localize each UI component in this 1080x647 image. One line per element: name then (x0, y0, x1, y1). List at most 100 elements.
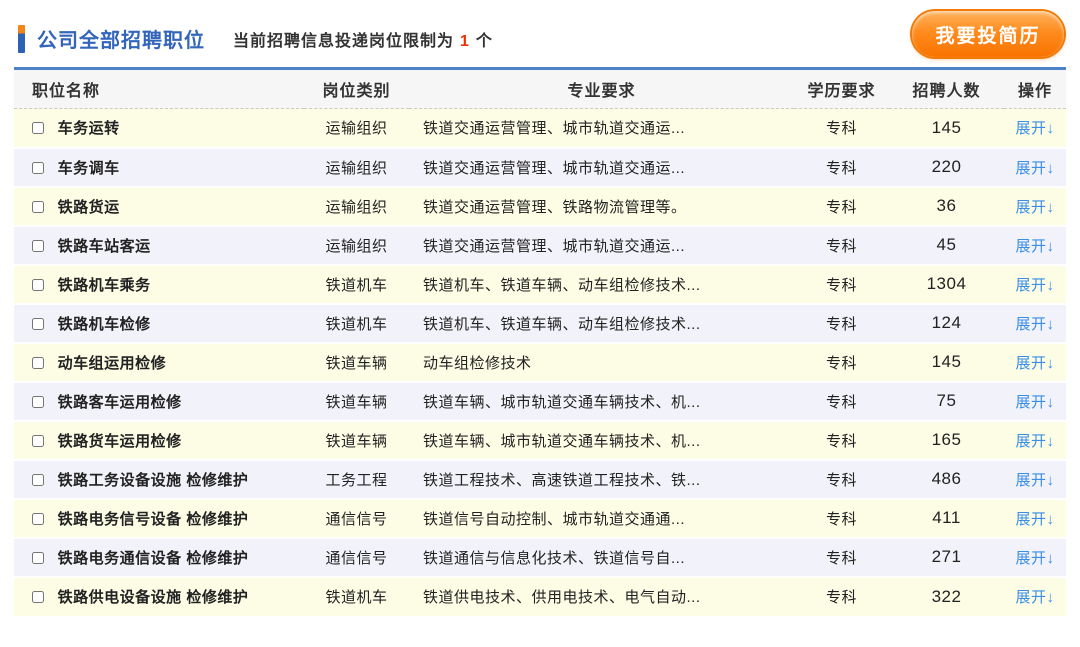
position-name: 铁路货车运用检修 (57, 432, 182, 450)
major-requirements: 铁道车辆、城市轨道交通车辆技术、机... (423, 432, 701, 450)
submit-resume-button[interactable]: 我要投简历 (912, 11, 1064, 57)
major-requirements: 铁道车辆、城市轨道交通车辆技术、机... (423, 393, 701, 411)
expand-link[interactable]: 展开↓ (1015, 120, 1055, 138)
position-name: 铁路机车乘务 (57, 276, 151, 294)
major-requirements: 铁道交通运营管理、城市轨道交通运... (423, 237, 686, 255)
major-requirements: 铁道交通运营管理、城市轨道交通运... (423, 120, 686, 138)
position-category: 工务工程 (325, 471, 388, 489)
title-accent-bar (18, 24, 25, 53)
table-row: 铁路客车运用检修 铁道车辆 铁道车辆、城市轨道交通车辆技术、机... 专科 75… (14, 381, 1066, 421)
education-requirement: 专科 (825, 198, 857, 216)
table-row: 动车组运用检修 铁道车辆 动车组检修技术 专科 145 展开↓ (14, 342, 1066, 382)
page-title: 公司全部招聘职位 (37, 30, 205, 52)
position-name: 铁路货运 (57, 198, 120, 216)
headcount-value: 220 (931, 157, 962, 176)
position-category: 铁道机车 (325, 276, 388, 294)
position-name: 铁路工务设备设施 检修维护 (57, 471, 249, 489)
position-category: 铁道车辆 (325, 432, 388, 450)
table-row: 铁路电务信号设备 检修维护 通信信号 铁道信号自动控制、城市轨道交通通... 专… (14, 498, 1066, 538)
row-checkbox[interactable] (32, 591, 44, 603)
row-checkbox[interactable] (32, 395, 44, 408)
position-name: 铁路供电设备设施 检修维护 (57, 589, 249, 606)
position-category: 运输组织 (325, 237, 388, 255)
expand-link[interactable]: 展开↓ (1015, 549, 1055, 567)
job-table-header: 职位名称 岗位类别 专业要求 学历要求 招聘人数 操作 (14, 68, 1066, 109)
position-name: 铁路机车检修 (57, 315, 151, 333)
column-header-education: 学历要求 (807, 83, 876, 100)
headcount-value: 145 (931, 352, 962, 371)
row-checkbox[interactable] (32, 239, 44, 252)
major-requirements: 铁道机车、铁道车辆、动车组检修技术... (423, 315, 701, 333)
row-checkbox[interactable] (32, 551, 44, 564)
row-checkbox[interactable] (32, 200, 44, 213)
headcount-value: 271 (931, 547, 962, 566)
education-requirement: 专科 (825, 159, 857, 177)
headcount-value: 322 (931, 586, 962, 606)
row-checkbox[interactable] (32, 473, 44, 486)
education-requirement: 专科 (825, 589, 857, 606)
expand-link[interactable]: 展开↓ (1015, 276, 1055, 294)
expand-link[interactable]: 展开↓ (1015, 159, 1055, 177)
headcount-value: 75 (936, 391, 957, 410)
major-requirements: 铁道交通运营管理、铁路物流管理等。 (423, 198, 687, 216)
major-requirements: 铁道供电技术、供用电技术、电气自动... (423, 589, 701, 606)
page-header: 公司全部招聘职位 当前招聘信息投递岗位限制为 1 个 我要投简历 (0, 0, 1080, 67)
headcount-value: 165 (931, 430, 962, 449)
row-checkbox[interactable] (32, 278, 44, 291)
position-name: 动车组运用检修 (57, 354, 167, 372)
table-row: 车务运转 运输组织 铁道交通运营管理、城市轨道交通运... 专科 145 展开↓ (14, 108, 1066, 148)
position-category: 运输组织 (325, 159, 388, 177)
position-category: 运输组织 (325, 198, 388, 216)
major-requirements: 铁道通信与信息化技术、铁道信号自... (423, 549, 686, 567)
major-requirements: 铁道信号自动控制、城市轨道交通通... (423, 510, 686, 528)
table-row: 铁路车站客运 运输组织 铁道交通运营管理、城市轨道交通运... 专科 45 展开… (14, 225, 1066, 265)
education-requirement: 专科 (825, 510, 857, 528)
job-table-body: 车务运转 运输组织 铁道交通运营管理、城市轨道交通运... 专科 145 展开↓… (14, 108, 1066, 616)
headcount-value: 124 (931, 313, 962, 332)
column-header-headcount: 招聘人数 (912, 83, 981, 100)
submission-limit-note: 当前招聘信息投递岗位限制为 1 个 (233, 27, 493, 51)
position-category: 通信信号 (325, 510, 388, 528)
table-row: 铁路机车乘务 铁道机车 铁道机车、铁道车辆、动车组检修技术... 专科 1304… (14, 264, 1066, 304)
position-category: 铁道机车 (325, 589, 388, 606)
expand-link[interactable]: 展开↓ (1015, 471, 1055, 489)
expand-link[interactable]: 展开↓ (1015, 432, 1055, 450)
expand-link[interactable]: 展开↓ (1015, 237, 1055, 255)
table-row: 铁路机车检修 铁道机车 铁道机车、铁道车辆、动车组检修技术... 专科 124 … (14, 303, 1066, 343)
major-requirements: 动车组检修技术 (423, 354, 532, 372)
table-row: 铁路货车运用检修 铁道车辆 铁道车辆、城市轨道交通车辆技术、机... 专科 16… (14, 420, 1066, 460)
row-checkbox[interactable] (32, 434, 44, 447)
row-checkbox[interactable] (32, 161, 44, 174)
table-row: 铁路工务设备设施 检修维护 工务工程 铁道工程技术、高速铁道工程技术、铁... … (14, 459, 1066, 499)
job-table: 职位名称 岗位类别 专业要求 学历要求 招聘人数 操作 车务运转 运输组织 铁道… (14, 67, 1066, 616)
position-category: 铁道车辆 (325, 354, 388, 372)
row-checkbox[interactable] (32, 122, 44, 135)
headcount-value: 1304 (926, 274, 967, 293)
position-name: 车务运转 (57, 120, 120, 138)
limit-number: 1 (460, 32, 470, 50)
limit-note-suffix: 个 (475, 32, 493, 50)
row-checkbox[interactable] (32, 356, 44, 369)
headcount-value: 145 (931, 117, 962, 137)
position-category: 运输组织 (325, 120, 388, 138)
education-requirement: 专科 (825, 237, 857, 255)
table-row: 铁路货运 运输组织 铁道交通运营管理、铁路物流管理等。 专科 36 展开↓ (14, 186, 1066, 226)
education-requirement: 专科 (825, 393, 857, 411)
education-requirement: 专科 (825, 315, 857, 333)
job-table-container: 职位名称 岗位类别 专业要求 学历要求 招聘人数 操作 车务运转 运输组织 铁道… (14, 67, 1066, 616)
expand-link[interactable]: 展开↓ (1015, 393, 1055, 411)
expand-link[interactable]: 展开↓ (1015, 510, 1055, 528)
expand-link[interactable]: 展开↓ (1015, 589, 1055, 606)
education-requirement: 专科 (825, 549, 857, 567)
position-name: 铁路车站客运 (57, 237, 151, 255)
expand-link[interactable]: 展开↓ (1015, 315, 1055, 333)
expand-link[interactable]: 展开↓ (1015, 198, 1055, 216)
column-header-majors: 专业要求 (567, 83, 636, 100)
education-requirement: 专科 (825, 354, 857, 372)
column-header-position: 职位名称 (32, 83, 101, 100)
row-checkbox[interactable] (32, 512, 44, 525)
row-checkbox[interactable] (32, 317, 44, 330)
expand-link[interactable]: 展开↓ (1015, 354, 1055, 372)
headcount-value: 45 (936, 235, 957, 254)
